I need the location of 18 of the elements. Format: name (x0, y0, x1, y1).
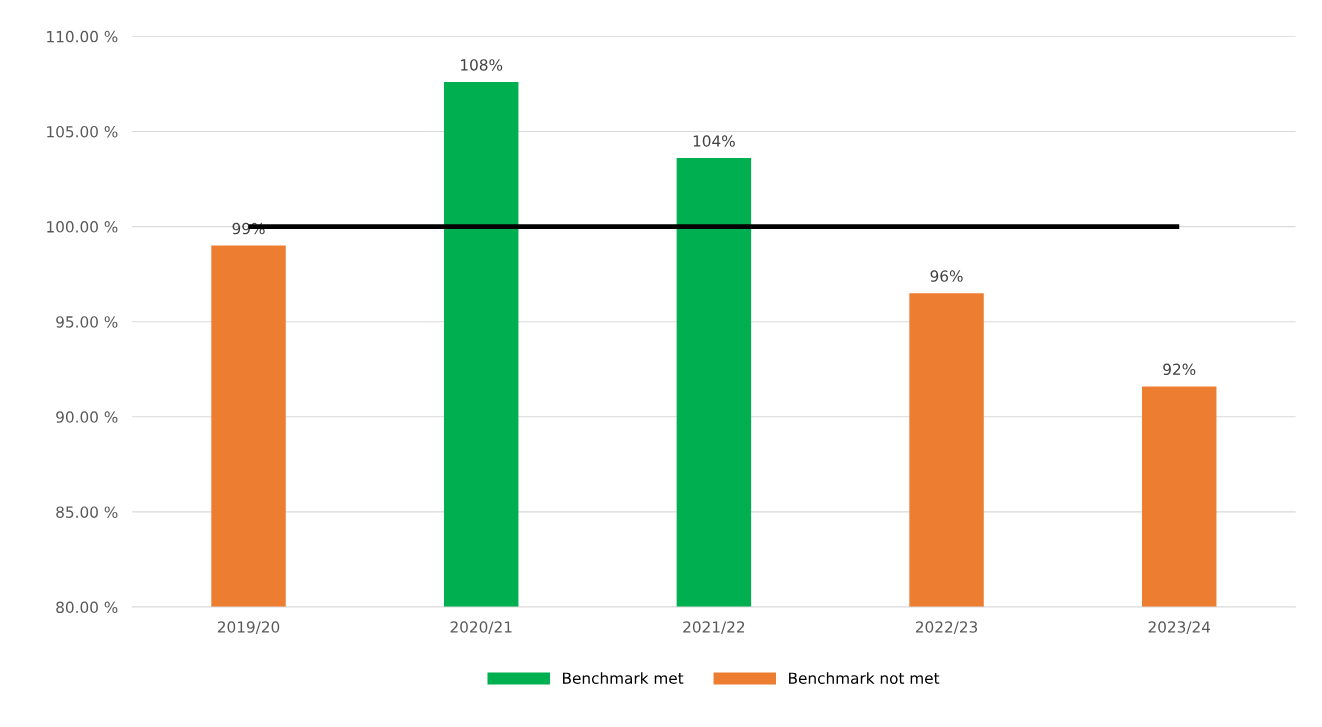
data-label: 104% (693, 135, 735, 147)
y-tick-label: 110.00 % (47, 30, 118, 43)
legend-label: Benchmark met (563, 672, 684, 684)
data-label: 108% (461, 59, 503, 71)
y-tick-label: 100.00 % (47, 221, 118, 233)
x-tick-label: 2019/20 (217, 621, 280, 634)
y-tick-label: 105.00 % (47, 125, 118, 138)
x-tick-label: 2023/24 (1148, 621, 1211, 634)
x-tick-label: 2020/21 (450, 621, 512, 634)
x-tick-label: 2022/23 (915, 621, 978, 634)
y-tick-label: 80.00 % (56, 601, 118, 614)
x-tick-label: 2021/22 (683, 621, 745, 634)
data-label: 96% (930, 270, 963, 282)
y-tick-label: 90.00 % (56, 411, 118, 423)
legend-label: Benchmark not met (789, 672, 940, 684)
y-tick-label: 85.00 % (56, 506, 118, 518)
data-label: 92% (1163, 363, 1196, 376)
y-tick-label: 95.00 % (56, 316, 118, 328)
